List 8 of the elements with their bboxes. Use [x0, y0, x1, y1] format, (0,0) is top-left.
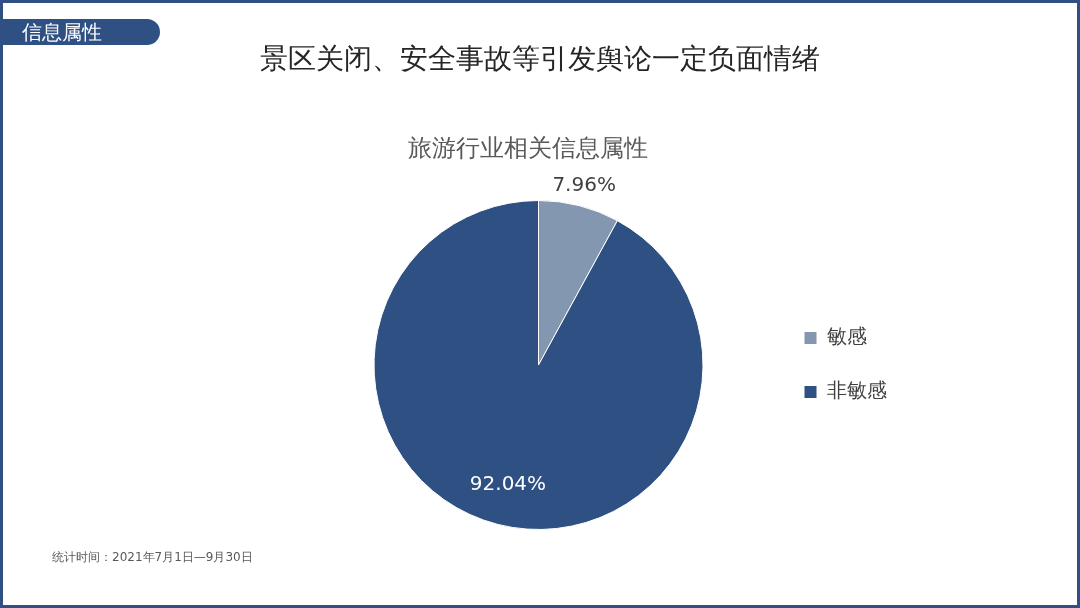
text: 信息属性: [0, 19, 160, 45]
chart-title: 景区关闭、安全事故等引发舆论一定负面情绪: [260, 42, 820, 75]
chart-subtitle: 旅游行业相关信息属性: [407, 133, 649, 164]
data-label: 92.04%: [469, 470, 547, 495]
legend-label: 敏感: [827, 324, 867, 349]
text: 统计时间：2021年7月1日—9月30日: [52, 549, 253, 566]
legend-label: 非敏感: [827, 378, 887, 403]
data-label: 7.96%: [552, 172, 616, 197]
